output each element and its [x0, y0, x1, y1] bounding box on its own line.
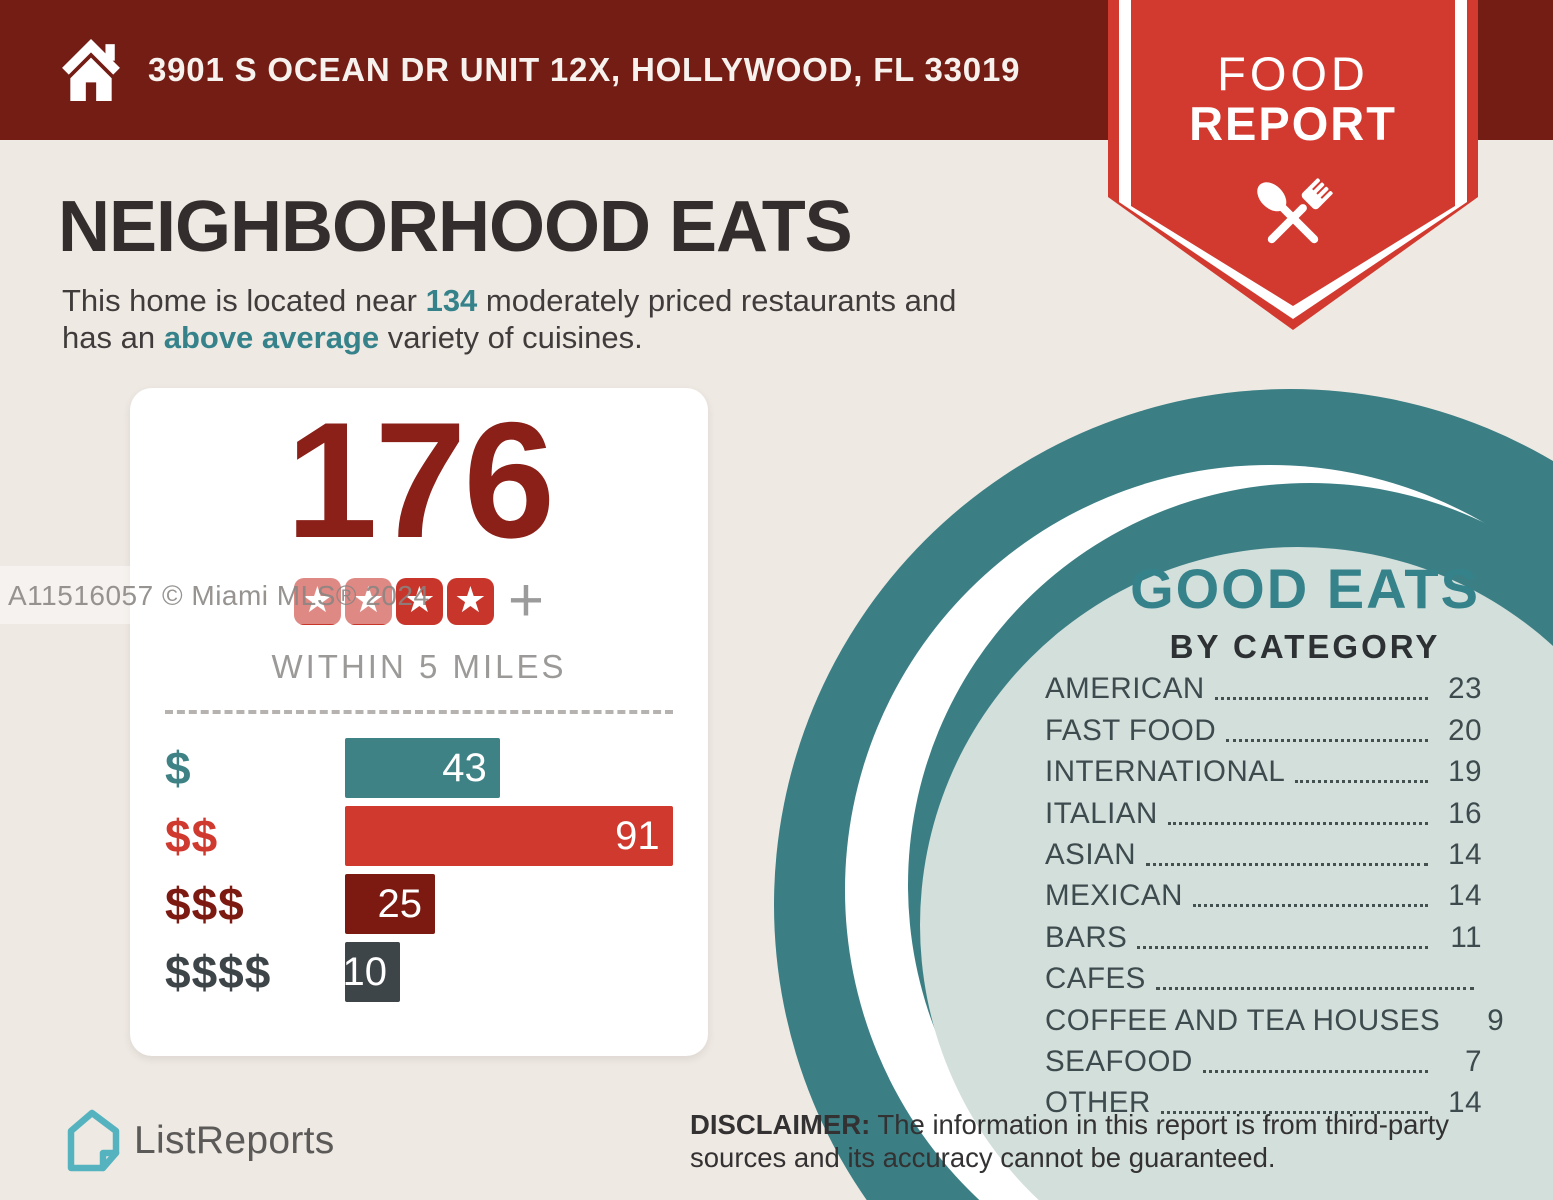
category-value: 20 — [1448, 713, 1482, 747]
category-value: 14 — [1448, 837, 1482, 871]
home-icon — [62, 39, 120, 101]
category-label: CAFES — [1045, 962, 1146, 996]
category-label: COFFEE AND TEA HOUSES — [1045, 1003, 1441, 1037]
dotted-leader — [1155, 987, 1474, 991]
category-row: BARS 11 — [1045, 917, 1482, 958]
good-eats-subtitle: BY CATEGORY — [1169, 628, 1441, 665]
dotted-leader — [1160, 1111, 1428, 1115]
category-value: 9 — [1487, 1003, 1505, 1037]
category-row: CAFES — [1045, 959, 1482, 1000]
price-label-1: $$ — [165, 810, 219, 862]
intro-text-segment: This home is located near — [62, 283, 426, 318]
intro-text: This home is located near 134 moderately… — [62, 282, 956, 356]
dotted-leader — [1137, 945, 1428, 949]
dotted-leader — [1146, 862, 1428, 866]
category-label: SEAFOOD — [1045, 1044, 1193, 1078]
page-title: NEIGHBORHOOD EATS — [58, 187, 853, 267]
category-value: 7 — [1465, 1044, 1482, 1078]
category-label: AMERICAN — [1045, 672, 1205, 706]
price-bar-1: 91 — [345, 806, 673, 866]
star-icon: ★ — [293, 577, 341, 625]
category-row: SEAFOOD 7 — [1045, 1042, 1482, 1083]
category-label: MEXICAN — [1045, 879, 1183, 913]
good-eats-title: GOOD EATS — [1130, 557, 1480, 620]
price-bar-value: 43 — [442, 745, 487, 790]
dotted-leader — [1192, 904, 1428, 908]
star-icon: ★ — [344, 577, 392, 625]
category-row: COFFEE AND TEA HOUSES 9 — [1045, 1000, 1504, 1041]
category-row: ITALIAN 16 — [1045, 793, 1482, 834]
restaurant-count: 134 — [425, 283, 478, 318]
category-row: OTHER 14 — [1045, 1083, 1482, 1124]
category-list: AMERICAN 23 FAST FOOD 20 INTERNATIONAL 19 I… — [1045, 669, 1504, 1124]
category-label: FAST FOOD — [1045, 713, 1217, 747]
property-address: 3901 S OCEAN DR UNIT 12X, HOLLYWOOD, FL … — [148, 51, 1021, 88]
category-row: FAST FOOD 20 — [1045, 710, 1482, 751]
category-value: 19 — [1448, 755, 1482, 789]
listreports-logo: ListReports — [62, 1108, 335, 1174]
category-value: 11 — [1450, 920, 1482, 954]
disclaimer-text: The information in this report is from t… — [690, 1109, 1450, 1173]
category-row: INTERNATIONAL 19 — [1045, 752, 1482, 793]
watermark-background — [0, 566, 392, 624]
category-label: BARS — [1045, 920, 1128, 954]
food-report-badge: FOOD REPORT — [1108, 0, 1478, 330]
category-value: 23 — [1448, 672, 1482, 706]
category-row: ASIAN 14 — [1045, 835, 1482, 876]
disclaimer-label: DISCLAIMER: — [690, 1109, 871, 1140]
listreports-wordmark: ListReports — [134, 1119, 335, 1162]
intro-text-segment: has an — [62, 320, 164, 355]
price-bar-2: 25 — [345, 874, 435, 934]
category-value: 14 — [1448, 879, 1482, 913]
category-label: OTHER — [1045, 1086, 1151, 1120]
intro-line1: This home is located near 134 moderately… — [62, 282, 956, 319]
price-bar-value: 10 — [342, 949, 388, 994]
category-value: 14 — [1448, 1086, 1482, 1120]
plus-icon: + — [507, 566, 545, 635]
price-bar-row: $$ 91 — [165, 806, 673, 866]
radius-caption: WITHIN 5 MILES — [271, 648, 567, 685]
price-bar-row: $$$ 25 — [165, 874, 673, 934]
category-label: ASIAN — [1045, 837, 1137, 871]
price-bar-chart: $ 43 $$ 91 $$$ 25 $$$$ 10 — [165, 738, 673, 1010]
mls-watermark: A11516057 © Miami MLS® 2024 — [8, 580, 430, 611]
star-rating: ★ ★ ★ ★ + — [293, 566, 545, 635]
intro-text-segment: variety of cuisines. — [379, 320, 643, 355]
intro-text-segment: moderately priced restaurants and — [477, 283, 957, 318]
category-label: INTERNATIONAL — [1045, 755, 1286, 789]
price-label-3: $$$$ — [165, 946, 272, 998]
price-bar-row: $$$$ 10 — [165, 942, 673, 1002]
total-restaurants: 176 — [285, 388, 555, 572]
dotted-leader — [1226, 738, 1428, 742]
utensils-icon — [1257, 178, 1333, 244]
disclaimer: DISCLAIMER: The information in this repo… — [690, 1108, 1505, 1174]
intro-line2: has an above average variety of cuisines… — [62, 319, 956, 356]
dotted-leader — [1202, 1069, 1428, 1073]
category-value: 16 — [1448, 796, 1482, 830]
price-bar-row: $ 43 — [165, 738, 673, 798]
star-icon: ★ — [395, 577, 443, 625]
badge-line1: FOOD — [1217, 47, 1369, 100]
price-label-2: $$$ — [165, 878, 245, 930]
variety-highlight: above average — [163, 320, 380, 355]
dotted-leader — [1295, 780, 1428, 784]
category-row: MEXICAN 14 — [1045, 876, 1482, 917]
stats-card: 176 ★ ★ ★ ★ + WITHIN 5 MILES $ 43 $$ 91 … — [130, 388, 708, 1056]
price-bar-3: 10 — [342, 942, 400, 1002]
dotted-leader — [1167, 821, 1428, 825]
category-row: AMERICAN 23 — [1045, 669, 1482, 710]
star-icon: ★ — [446, 577, 494, 625]
price-bar-value: 25 — [377, 881, 423, 926]
price-label-0: $ — [165, 742, 192, 794]
listreports-icon — [67, 1109, 120, 1172]
dotted-leader — [1214, 697, 1428, 701]
price-bar-0: 43 — [345, 738, 500, 798]
badge-line2: REPORT — [1189, 97, 1397, 150]
price-bar-value: 91 — [615, 813, 660, 858]
dashed-divider — [165, 710, 673, 714]
category-label: ITALIAN — [1045, 796, 1158, 830]
